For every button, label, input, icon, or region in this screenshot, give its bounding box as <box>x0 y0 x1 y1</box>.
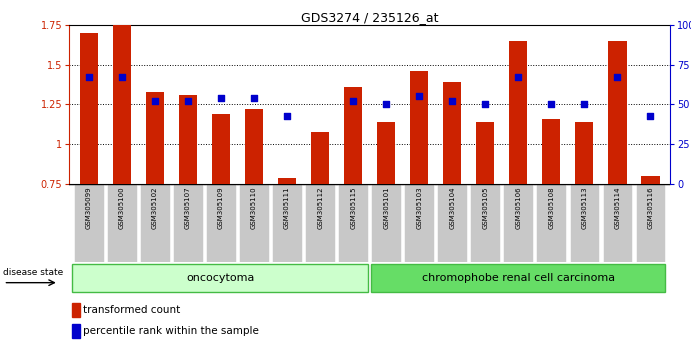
Text: GSM305102: GSM305102 <box>152 187 158 229</box>
Bar <box>504 184 533 262</box>
Point <box>149 98 160 104</box>
Bar <box>404 184 434 262</box>
Bar <box>278 178 296 184</box>
Point <box>84 75 95 80</box>
Title: GDS3274 / 235126_at: GDS3274 / 235126_at <box>301 11 438 24</box>
Bar <box>576 122 594 184</box>
Text: GSM305110: GSM305110 <box>251 187 257 229</box>
Text: GSM305100: GSM305100 <box>119 187 125 229</box>
Bar <box>239 184 269 262</box>
Point <box>249 95 260 101</box>
Bar <box>146 92 164 184</box>
Bar <box>608 41 627 184</box>
Text: GSM305105: GSM305105 <box>482 187 489 229</box>
Text: GSM305104: GSM305104 <box>449 187 455 229</box>
Bar <box>437 184 467 262</box>
Text: GSM305108: GSM305108 <box>549 187 554 229</box>
Text: chromophobe renal cell carcinoma: chromophobe renal cell carcinoma <box>422 273 615 283</box>
Bar <box>179 95 197 184</box>
Point <box>116 75 127 80</box>
Bar <box>206 184 236 262</box>
Point <box>513 75 524 80</box>
Text: GSM305115: GSM305115 <box>350 187 356 229</box>
Bar <box>339 184 368 262</box>
Bar <box>72 324 79 338</box>
Point <box>612 75 623 80</box>
Point <box>414 94 425 99</box>
Text: GSM305111: GSM305111 <box>284 187 290 229</box>
Bar <box>74 184 104 262</box>
Text: disease state: disease state <box>3 268 64 277</box>
Text: transformed count: transformed count <box>83 305 180 315</box>
Point <box>645 113 656 118</box>
Text: GSM305112: GSM305112 <box>317 187 323 229</box>
Bar <box>410 71 428 184</box>
Bar <box>377 122 395 184</box>
Bar <box>636 184 665 262</box>
Bar <box>72 303 79 317</box>
Bar <box>476 122 494 184</box>
Text: GSM305099: GSM305099 <box>86 187 92 229</box>
Point <box>182 98 193 104</box>
Text: GSM305101: GSM305101 <box>384 187 389 229</box>
Bar <box>311 132 329 184</box>
Text: GSM305114: GSM305114 <box>614 187 621 229</box>
Bar <box>245 109 263 184</box>
Bar <box>371 184 401 262</box>
Bar <box>73 263 368 292</box>
Bar <box>603 184 632 262</box>
Bar <box>173 184 203 262</box>
Bar <box>641 176 659 184</box>
Bar <box>471 184 500 262</box>
Bar <box>212 114 230 184</box>
Bar <box>569 184 599 262</box>
Point <box>216 95 227 101</box>
Bar <box>344 87 362 184</box>
Text: GSM305116: GSM305116 <box>647 187 654 229</box>
Bar <box>443 82 462 184</box>
Point <box>546 102 557 107</box>
Bar <box>509 41 527 184</box>
Bar <box>305 184 335 262</box>
Bar <box>542 119 560 184</box>
Text: GSM305109: GSM305109 <box>218 187 224 229</box>
Point <box>281 113 292 118</box>
Text: GSM305113: GSM305113 <box>581 187 587 229</box>
Bar <box>536 184 566 262</box>
Bar <box>140 184 170 262</box>
Bar <box>113 25 131 184</box>
Text: GSM305107: GSM305107 <box>185 187 191 229</box>
Bar <box>272 184 302 262</box>
Bar <box>80 33 98 184</box>
Point <box>348 98 359 104</box>
Text: GSM305103: GSM305103 <box>416 187 422 229</box>
Text: GSM305106: GSM305106 <box>515 187 521 229</box>
Bar <box>107 184 137 262</box>
Point <box>579 102 590 107</box>
Point <box>381 102 392 107</box>
Text: oncocytoma: oncocytoma <box>186 273 254 283</box>
Text: percentile rank within the sample: percentile rank within the sample <box>83 326 258 336</box>
Point <box>480 102 491 107</box>
Bar <box>371 263 665 292</box>
Point <box>447 98 458 104</box>
